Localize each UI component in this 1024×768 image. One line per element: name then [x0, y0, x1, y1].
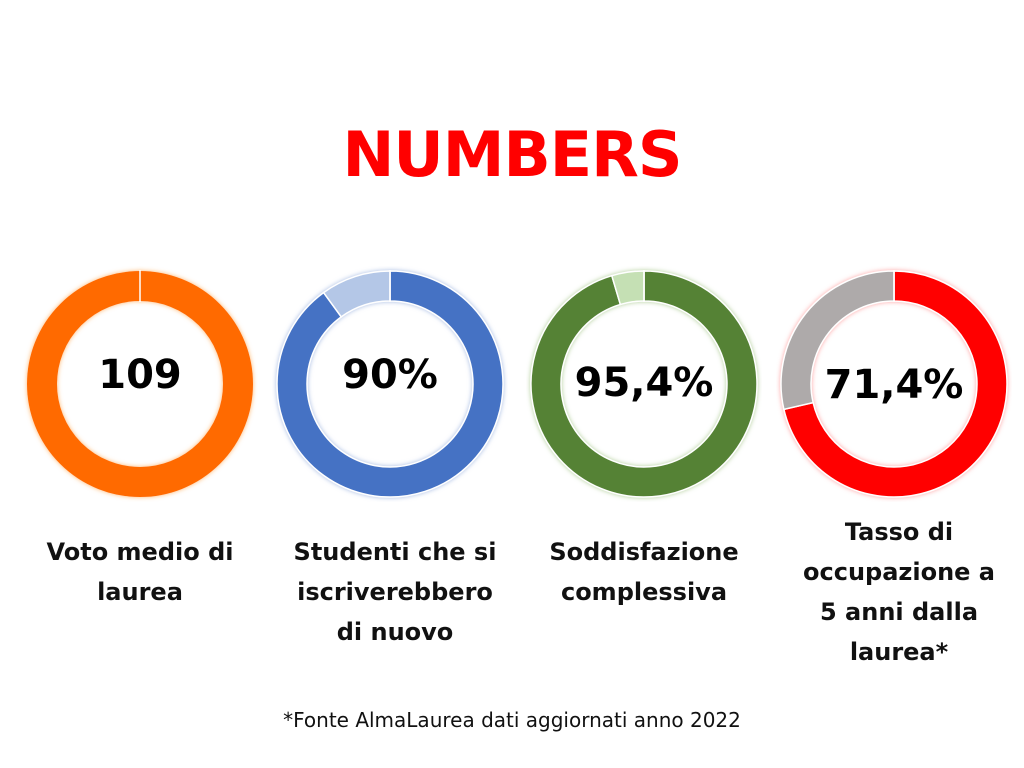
- donut-slice-0: [276, 270, 504, 498]
- label-line: iscriverebbero: [297, 578, 493, 606]
- donut-value: 95,4%: [574, 360, 714, 406]
- donut-chart-occupazione: 71,4%: [776, 266, 1012, 502]
- page-title: NUMBERS: [342, 118, 683, 191]
- donut-value: 90%: [342, 352, 438, 398]
- label-iscrizione: Studenti che si iscriverebbero di nuovo: [272, 532, 518, 652]
- donut-svg: [780, 270, 1008, 498]
- donut-svg: [530, 270, 758, 498]
- label-line: Tasso di: [844, 518, 954, 546]
- donut-chart-iscrizione: 90%: [272, 266, 508, 502]
- label-line: Voto medio di: [46, 538, 234, 566]
- label-line: di nuovo: [336, 618, 454, 646]
- label-voto-medio: Voto medio di laurea: [22, 532, 258, 612]
- donut-chart-voto-medio: 109: [22, 266, 258, 502]
- label-line: laurea: [97, 578, 183, 606]
- donut-value: 109: [98, 352, 182, 398]
- donut-svg: [276, 270, 504, 498]
- label-line: Studenti che si: [293, 538, 497, 566]
- donut-slice-0: [782, 270, 1008, 498]
- label-line: Soddisfazione: [549, 538, 739, 566]
- label-soddisfazione: Soddisfazione complessiva: [526, 532, 762, 612]
- label-line: complessiva: [560, 578, 728, 606]
- label-line: laurea*: [849, 638, 949, 666]
- label-occupazione: Tasso di occupazione a 5 anni dalla laurea*: [776, 512, 1022, 672]
- source-footnote: *Fonte AlmaLaurea dati aggiornati anno 2…: [283, 708, 741, 732]
- donut-svg: [27, 270, 253, 497]
- label-line: occupazione a: [803, 558, 995, 586]
- label-line: 5 anni dalla: [819, 598, 979, 626]
- donut-chart-soddisfazione: 95,4%: [526, 266, 762, 502]
- donut-value: 71,4%: [824, 362, 964, 408]
- donut-slice-0: [530, 270, 758, 498]
